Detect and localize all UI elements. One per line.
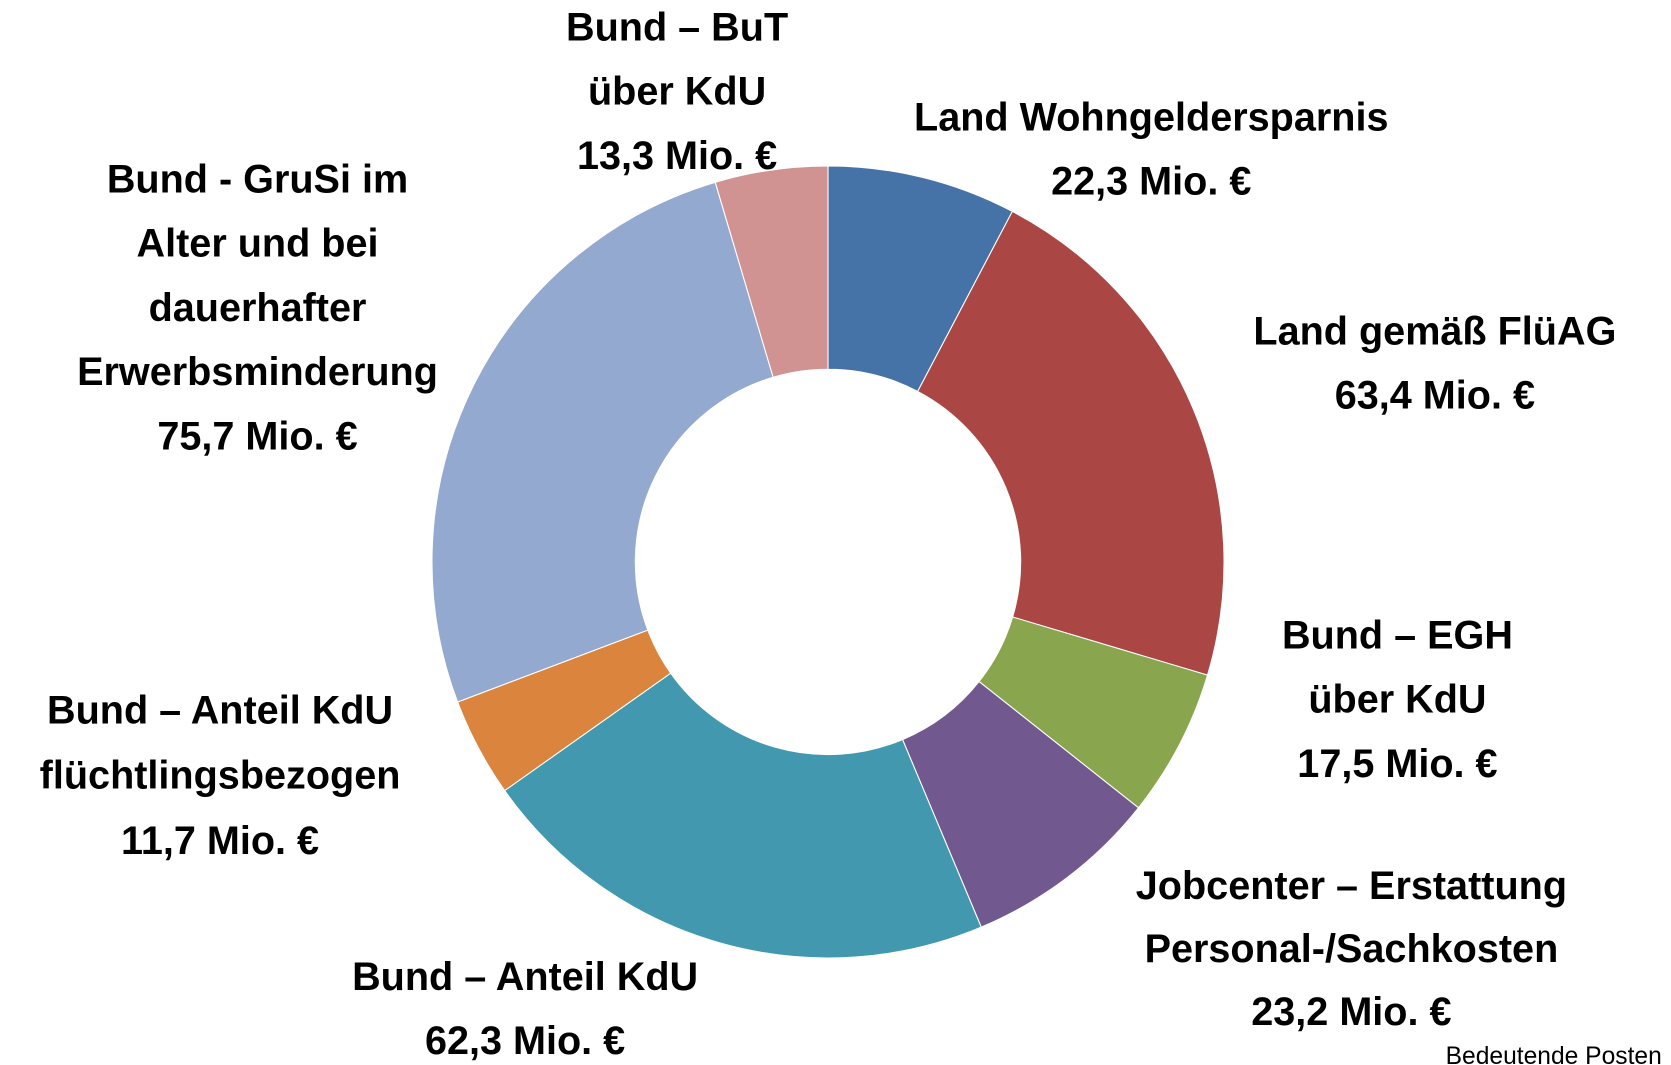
slice-label: Personal-/Sachkosten	[1145, 927, 1559, 971]
slice-label: flüchtlingsbezogen	[40, 754, 401, 798]
slice-label: Alter und bei	[137, 222, 379, 266]
donut-slice	[916, 210, 1225, 676]
value-label: 63,4 Mio. €	[1335, 374, 1535, 418]
slice-label: über KdU	[588, 70, 766, 114]
note: Bedeutende Posten	[1446, 1043, 1662, 1065]
slice-label: Bund – EGH	[1282, 613, 1513, 657]
value-label: 62,3 Mio. €	[425, 1019, 625, 1063]
slice-label: Bund - GruSi im	[107, 157, 408, 201]
slice-label: über KdU	[1308, 678, 1486, 722]
slice-label: Land Wohngeldersparnis	[914, 95, 1388, 139]
slice-label: Bund – BuT	[566, 5, 788, 49]
slice-label: Bund – Anteil KdU	[352, 955, 698, 999]
value-label: 13,3 Mio. €	[577, 134, 777, 178]
value-label: 23,2 Mio. €	[1251, 990, 1451, 1034]
value-label: 75,7 Mio. €	[157, 414, 357, 458]
slice-label: Bund – Anteil KdU	[47, 688, 393, 732]
slice-label: Erwerbsminderung	[77, 350, 438, 394]
value-label: 17,5 Mio. €	[1297, 742, 1497, 786]
donut-slice	[431, 181, 774, 703]
slice-label: Jobcenter – Erstattung	[1136, 864, 1567, 908]
donut-slice	[714, 165, 829, 378]
slice-label: Land gemäß FlüAG	[1253, 309, 1616, 353]
slice-label: dauerhafter	[149, 286, 367, 330]
value-label: 22,3 Mio. €	[1051, 160, 1251, 204]
value-label: 11,7 Mio. €	[121, 819, 319, 863]
donut-slice	[503, 672, 982, 959]
